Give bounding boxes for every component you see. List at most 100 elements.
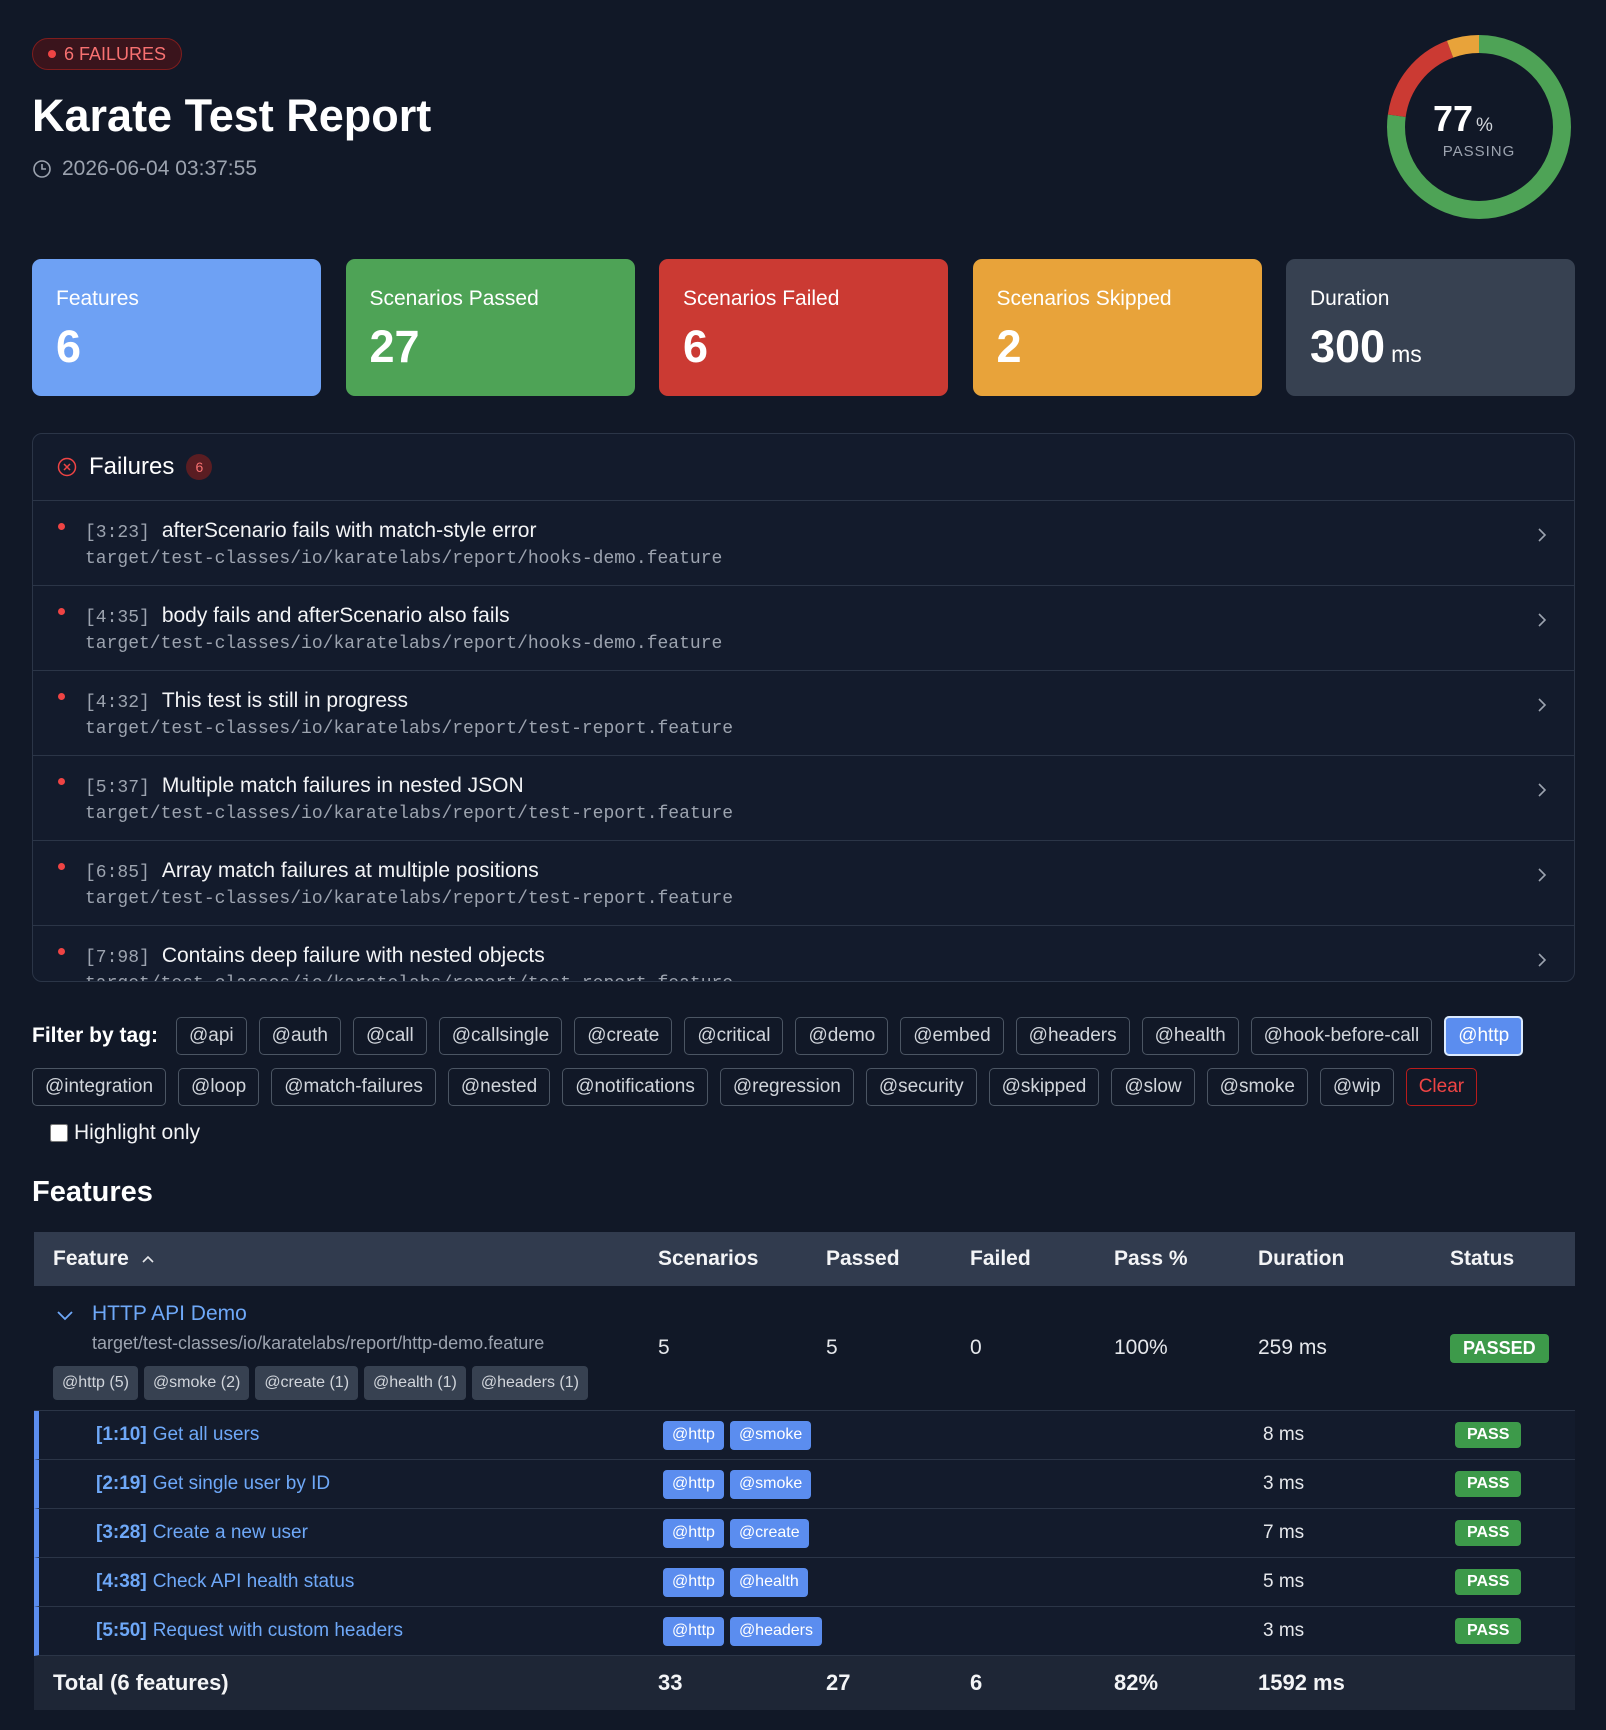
failure-line: [6:85] Array match failures at multiple p…: [85, 859, 539, 883]
failure-line: [3:23] afterScenario fails with match-sty…: [85, 519, 536, 543]
scenario-cell: [2:19] Get single user by ID: [39, 1473, 663, 1495]
highlight-toggle[interactable]: Highlight only: [50, 1121, 200, 1145]
column-header[interactable]: Scenarios: [658, 1247, 826, 1271]
tag-button[interactable]: @demo: [795, 1017, 889, 1055]
failure-dot: [58, 693, 65, 700]
stat-card: Scenarios Skipped 2: [972, 259, 1262, 396]
tag-button[interactable]: @auth: [258, 1017, 341, 1055]
scenario-status: PASS: [1455, 1569, 1580, 1595]
tag-button[interactable]: @create: [574, 1017, 673, 1055]
scenario-status: PASS: [1455, 1520, 1580, 1546]
failure-name: This test is still in progress: [161, 689, 409, 712]
tag-button[interactable]: @wip: [1319, 1068, 1394, 1106]
failure-item[interactable]: [5:37] Multiple match failures in nested …: [33, 756, 1574, 841]
scenario-tags: @http @smoke: [663, 1420, 831, 1450]
stat-unit: ms: [1391, 341, 1422, 367]
stat-label: Features: [56, 287, 139, 310]
stat-card: Features 6: [32, 259, 321, 396]
scenario-name: Check API health status: [152, 1571, 355, 1592]
scenario-cell: [1:10] Get all users: [39, 1424, 663, 1446]
pass-donut: 77 % PASSING: [1387, 35, 1571, 219]
features-title: Features: [32, 1176, 153, 1208]
failure-dot: [58, 608, 65, 615]
tag-button[interactable]: @regression: [719, 1068, 854, 1106]
scenario-status: PASS: [1455, 1618, 1580, 1644]
scenario-row[interactable]: [5:50] Request with custom headers @http @h…: [34, 1607, 1575, 1656]
scenario-tag: @create: [729, 1518, 809, 1548]
failure-item[interactable]: [4:32] This test is still in progress targ…: [33, 671, 1574, 756]
column-header[interactable]: Duration: [1258, 1247, 1450, 1271]
scenario-tag: @smoke: [729, 1420, 812, 1450]
scenario-location: [3:28]: [96, 1522, 147, 1543]
tag-button[interactable]: @call: [352, 1017, 427, 1055]
column-header[interactable]: Feature: [34, 1247, 658, 1271]
column-header[interactable]: Passed: [826, 1247, 970, 1271]
failure-line: [5:37] Multiple match failures in nested …: [85, 774, 524, 798]
chevron: [1536, 952, 1548, 968]
tag-button[interactable]: @hook-before-call: [1250, 1017, 1433, 1055]
scenario-name: Create a new user: [152, 1522, 308, 1543]
scenario-tag: @http: [663, 1518, 724, 1548]
feature-tag: @http (5): [53, 1366, 138, 1400]
total-label: Total (6 features): [53, 1670, 229, 1695]
tag-button[interactable]: @embed: [900, 1017, 1004, 1055]
scenario-row[interactable]: [2:19] Get single user by ID @http @smoke 3 …: [34, 1460, 1575, 1509]
stat-label: Duration: [1310, 287, 1390, 310]
tag-button[interactable]: @headers: [1015, 1017, 1130, 1055]
tag-button[interactable]: @critical: [684, 1017, 784, 1055]
status-badge: PASS: [1455, 1520, 1522, 1546]
scenario-status: PASS: [1455, 1471, 1580, 1497]
stat-value: 300 ms: [1310, 321, 1422, 373]
filter-label: Filter by tag:: [32, 1024, 159, 1047]
scenario-row[interactable]: [1:10] Get all users @http @smoke 8 ms PASS: [34, 1411, 1575, 1460]
feature-tag: @create (1): [255, 1366, 359, 1400]
failure-location: [3:23]: [85, 523, 150, 543]
column-header[interactable]: Status: [1450, 1247, 1575, 1271]
feature-path: target/test-classes/io/karatelabs/report…: [92, 1333, 545, 1353]
scenario-duration: 5 ms: [1263, 1571, 1305, 1592]
tag-button[interactable]: @integration: [32, 1068, 167, 1106]
highlight-checkbox[interactable]: [50, 1124, 68, 1142]
tag-button[interactable]: @smoke: [1206, 1068, 1308, 1106]
tag-button[interactable]: @notifications: [562, 1068, 708, 1106]
donut-segment: [1387, 35, 1571, 219]
column-header[interactable]: Failed: [970, 1247, 1114, 1271]
feature-row[interactable]: HTTP API Demo target/test-classes/io/kara…: [34, 1286, 1575, 1411]
column-header[interactable]: Pass %: [1114, 1247, 1258, 1271]
tag-button[interactable]: @callsingle: [438, 1017, 563, 1055]
tag-button[interactable]: @health: [1141, 1017, 1239, 1055]
scenario-tag: @smoke: [729, 1469, 812, 1499]
failure-item[interactable]: [6:85] Array match failures at multiple p…: [33, 841, 1574, 926]
stat-number: 27: [369, 321, 420, 372]
cell-passed: 5: [826, 1336, 838, 1359]
clear-button[interactable]: Clear: [1405, 1068, 1478, 1106]
tag-button[interactable]: @skipped: [988, 1068, 1100, 1106]
column-label: Passed: [826, 1247, 900, 1270]
scenario-duration: 3 ms: [1263, 1620, 1305, 1641]
scenario-cell: [5:50] Request with custom headers: [39, 1620, 663, 1642]
failure-line: [4:32] This test is still in progress: [85, 689, 408, 713]
tag-button[interactable]: @http: [1444, 1016, 1524, 1056]
stat-card: Duration 300 ms: [1286, 259, 1575, 396]
total-passed: 27: [826, 1670, 851, 1695]
failure-item[interactable]: [3:23] afterScenario fails with match-sty…: [33, 501, 1574, 586]
column-label: Scenarios: [658, 1247, 759, 1270]
failures-panel: Failures 6 [3:23] afterScenario fails with …: [32, 433, 1575, 982]
failure-dot: [58, 523, 65, 530]
scenario-row[interactable]: [4:38] Check API health status @http @healt…: [34, 1558, 1575, 1607]
tag-button[interactable]: @match-failures: [271, 1068, 436, 1106]
scenario-row[interactable]: [3:28] Create a new user @http @create 7 ms P…: [34, 1509, 1575, 1558]
scenario-name: Request with custom headers: [152, 1620, 403, 1641]
tag-button[interactable]: @nested: [447, 1068, 551, 1106]
tag-button[interactable]: @loop: [178, 1068, 260, 1106]
stat-number: 2: [996, 321, 1022, 372]
tag-button[interactable]: @slow: [1111, 1068, 1195, 1106]
tag-button[interactable]: @security: [865, 1068, 977, 1106]
tag-button[interactable]: @api: [176, 1017, 247, 1055]
scenario-tag: @health: [729, 1567, 808, 1597]
failure-item[interactable]: [7:98] Contains deep failure with nested …: [33, 926, 1574, 981]
report-title: Karate Test Report: [32, 90, 432, 141]
failure-location: [7:98]: [85, 948, 150, 968]
failure-item[interactable]: [4:35] body fails and afterScenario also …: [33, 586, 1574, 671]
